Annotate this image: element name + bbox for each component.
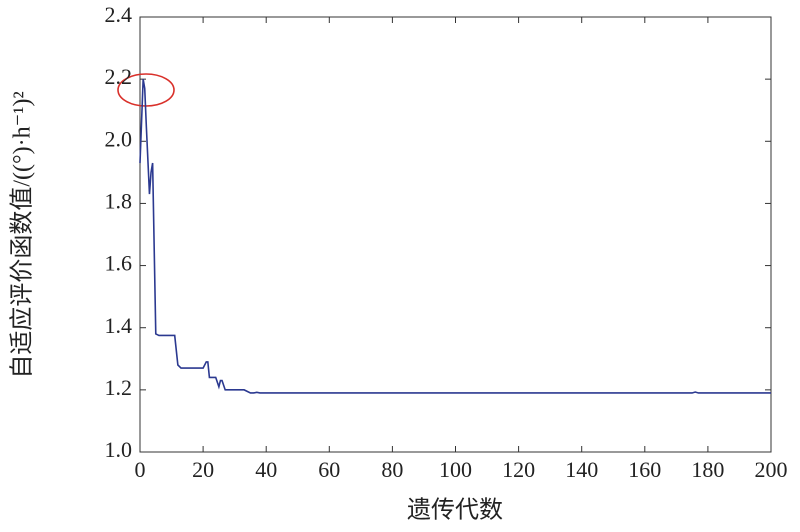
x-tick-label: 20	[192, 457, 214, 482]
plot-frame	[139, 16, 772, 453]
x-tick-label: 180	[691, 457, 724, 482]
y-axis-label: 自适应评价函数值/((°)·h⁻¹)²	[9, 91, 36, 378]
x-tick-label: 160	[628, 457, 661, 482]
x-axis-label: 遗传代数	[407, 497, 503, 524]
x-tick-label: 100	[439, 457, 472, 482]
x-tick-label: 60	[318, 457, 340, 482]
y-tick-label: 2.4	[105, 2, 133, 27]
x-tick-label: 0	[135, 457, 146, 482]
y-tick-label: 1.6	[105, 251, 133, 276]
x-tick-label: 120	[502, 457, 535, 482]
y-tick-label: 1.8	[105, 188, 133, 213]
y-tick-label: 2.0	[105, 126, 133, 151]
y-tick-label: 2.2	[105, 64, 133, 89]
y-tick-label: 1.0	[105, 437, 133, 462]
y-tick-label: 1.4	[105, 313, 133, 338]
x-tick-label: 80	[381, 457, 403, 482]
x-tick-label: 200	[755, 457, 788, 482]
x-tick-label: 40	[255, 457, 277, 482]
x-tick-label: 140	[565, 457, 598, 482]
data-line	[139, 79, 771, 394]
y-tick-label: 1.2	[105, 375, 133, 400]
